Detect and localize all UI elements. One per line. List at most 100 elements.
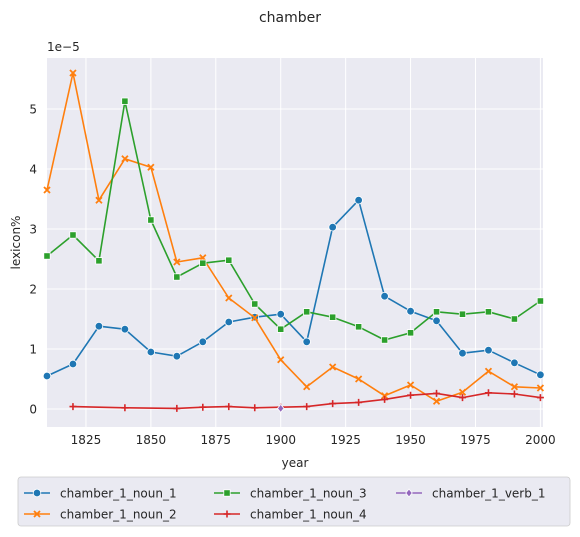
y-tick-label: 0 xyxy=(29,403,37,417)
data-point-chamber_1_noun_3 xyxy=(380,336,389,344)
data-point-chamber_1_noun_4 xyxy=(510,390,518,398)
data-point-chamber_1_noun_2 xyxy=(95,196,103,204)
data-point-chamber_1_verb_1 xyxy=(277,403,285,414)
data-point-chamber_1_noun_2 xyxy=(406,381,415,389)
data-point-chamber_1_noun_4 xyxy=(407,391,415,399)
data-point-chamber_1_noun_1 xyxy=(484,346,493,355)
data-point-chamber_1_noun_1 xyxy=(120,325,130,334)
data-point-chamber_1_noun_3 xyxy=(95,257,103,265)
data-point-chamber_1_noun_1 xyxy=(276,310,285,319)
data-point-chamber_1_noun_3 xyxy=(277,325,285,333)
data-point-chamber_1_noun_2 xyxy=(173,258,181,266)
data-point-chamber_1_noun_3 xyxy=(43,252,51,260)
legend-label: chamber_1_noun_1 xyxy=(60,487,177,501)
x-tick-label: 2000 xyxy=(525,433,556,447)
legend-marker xyxy=(405,488,413,498)
plot-area xyxy=(47,58,543,427)
data-point-chamber_1_noun_4 xyxy=(355,398,363,406)
legend-frame xyxy=(17,476,571,527)
series-chamber_1_noun_4 xyxy=(69,389,544,412)
data-point-chamber_1_noun_2 xyxy=(43,186,51,194)
data-point-chamber_1_noun_4 xyxy=(329,400,337,408)
x-tick-label: 1825 xyxy=(71,433,102,447)
data-point-chamber_1_noun_2 xyxy=(251,314,259,322)
data-point-chamber_1_noun_3 xyxy=(484,308,493,316)
data-point-chamber_1_noun_1 xyxy=(224,317,233,327)
legend-marker xyxy=(223,510,231,518)
data-point-chamber_1_noun_4 xyxy=(225,403,233,411)
data-point-chamber_1_noun_1 xyxy=(302,337,311,346)
data-point-chamber_1_noun_2 xyxy=(277,356,285,364)
y-axis-label: lexicon% xyxy=(9,216,23,270)
data-point-chamber_1_noun_4 xyxy=(433,389,441,397)
data-point-chamber_1_noun_4 xyxy=(381,395,389,403)
data-point-chamber_1_noun_1 xyxy=(328,222,337,232)
data-point-chamber_1_noun_3 xyxy=(329,313,337,321)
series-chamber_1_noun_2 xyxy=(43,69,545,405)
data-point-chamber_1_noun_1 xyxy=(536,370,545,379)
x-tick-label: 1925 xyxy=(330,433,361,447)
y-tick-label: 2 xyxy=(29,283,37,297)
data-point-chamber_1_noun_3 xyxy=(173,273,181,281)
legend-marker xyxy=(223,489,231,497)
data-point-chamber_1_noun_4 xyxy=(458,394,466,402)
data-point-chamber_1_noun_3 xyxy=(355,323,363,331)
data-point-chamber_1_noun_2 xyxy=(484,367,493,375)
legend: chamber_1_noun_1 chamber_1_noun_2 chamber_… xyxy=(17,476,571,527)
data-point-chamber_1_noun_1 xyxy=(458,349,467,358)
data-point-chamber_1_noun_3 xyxy=(536,297,545,305)
data-point-chamber_1_noun_2 xyxy=(69,69,77,77)
x-tick-label: 1950 xyxy=(395,433,426,447)
data-point-chamber_1_noun_2 xyxy=(354,375,363,383)
data-point-chamber_1_noun_3 xyxy=(432,308,441,316)
y-tick-label: 5 xyxy=(29,103,37,117)
x-tick-label: 1875 xyxy=(201,433,232,447)
legend-label: chamber_1_noun_4 xyxy=(250,508,367,522)
legend-marker xyxy=(32,488,42,498)
legend-item-chamber_1_noun_2: chamber_1_noun_2 xyxy=(24,508,177,522)
legend-item-chamber_1_noun_1: chamber_1_noun_1 xyxy=(24,487,177,501)
data-point-chamber_1_noun_4 xyxy=(199,403,207,411)
series-line-chamber_1_noun_2 xyxy=(46,72,541,402)
legend-item-chamber_1_verb_1: chamber_1_verb_1 xyxy=(396,487,545,501)
data-point-chamber_1_noun_1 xyxy=(146,347,156,357)
data-point-chamber_1_noun_3 xyxy=(199,259,207,267)
y-tick-label: 1 xyxy=(29,343,37,357)
data-point-chamber_1_noun_2 xyxy=(458,388,467,396)
data-point-chamber_1_noun_2 xyxy=(380,392,389,400)
data-point-chamber_1_noun_2 xyxy=(147,163,155,171)
data-point-chamber_1_noun_1 xyxy=(406,307,415,316)
data-point-chamber_1_noun_1 xyxy=(68,359,78,369)
x-axis-label: year xyxy=(282,456,309,470)
series-chamber_1_noun_3 xyxy=(43,97,545,344)
data-point-chamber_1_noun_3 xyxy=(251,300,259,308)
data-point-chamber_1_noun_4 xyxy=(121,404,129,412)
data-point-chamber_1_noun_2 xyxy=(329,363,337,371)
legend-label: chamber_1_noun_3 xyxy=(250,487,367,501)
legend-item-chamber_1_noun_3: chamber_1_noun_3 xyxy=(214,487,367,501)
grid-lines xyxy=(47,58,543,427)
data-point-chamber_1_noun_4 xyxy=(173,404,181,412)
data-point-chamber_1_noun_2 xyxy=(121,155,129,163)
series-layer xyxy=(42,69,545,414)
legend-marker xyxy=(33,510,41,518)
data-point-chamber_1_noun_2 xyxy=(432,397,441,405)
data-point-chamber_1_noun_3 xyxy=(510,315,519,323)
data-point-chamber_1_noun_3 xyxy=(121,97,129,105)
data-point-chamber_1_noun_4 xyxy=(536,394,544,402)
data-point-chamber_1_noun_1 xyxy=(432,316,441,325)
data-point-chamber_1_noun_4 xyxy=(69,403,77,411)
y-axis-offset-label: 1e−5 xyxy=(47,40,80,54)
data-point-chamber_1_noun_1 xyxy=(380,292,389,301)
x-tick-label: 1975 xyxy=(460,433,491,447)
chart-title: chamber xyxy=(259,10,321,26)
data-point-chamber_1_noun_3 xyxy=(406,329,415,337)
data-point-chamber_1_noun_2 xyxy=(536,384,545,392)
x-tick-label: 1900 xyxy=(265,433,296,447)
data-point-chamber_1_noun_2 xyxy=(510,383,519,391)
data-point-chamber_1_noun_1 xyxy=(172,352,182,361)
data-point-chamber_1_noun_1 xyxy=(354,195,363,205)
data-point-chamber_1_noun_3 xyxy=(225,256,233,264)
data-point-chamber_1_noun_1 xyxy=(94,322,104,331)
